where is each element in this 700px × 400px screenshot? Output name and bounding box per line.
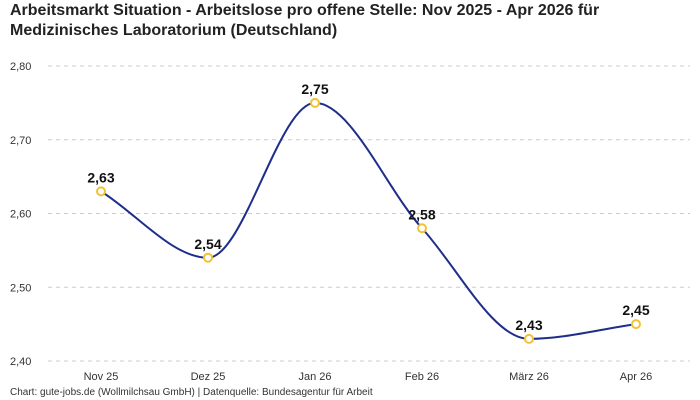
x-tick-label: Feb 26: [405, 371, 439, 383]
y-tick-label: 2,70: [10, 135, 31, 147]
data-point: [203, 252, 213, 263]
x-tick-label: Jan 26: [298, 371, 331, 383]
y-tick-label: 2,40: [10, 356, 31, 368]
chart-title: Arbeitsmarkt Situation - Arbeitslose pro…: [10, 2, 600, 39]
x-tick-label: Dez 25: [191, 371, 226, 383]
data-label: 2,54: [194, 236, 221, 252]
data-label: 2,43: [515, 317, 542, 333]
series-line: [100, 101, 637, 340]
y-tick-label: 2,50: [10, 282, 31, 294]
y-tick-label: 2,60: [10, 209, 31, 221]
data-point: [310, 97, 320, 108]
data-point: [524, 333, 534, 344]
data-point: [96, 186, 106, 197]
x-tick-label: Apr 26: [620, 371, 652, 383]
data-label: 2,63: [87, 169, 114, 185]
y-axis-tick-labels: 2,40 2,50 2,60 2,70 2,80: [10, 61, 31, 368]
y-tick-label: 2,80: [10, 61, 31, 73]
x-axis-tick-labels: Nov 25 Dez 25 Jan 26 Feb 26 März 26 Apr 26: [84, 371, 653, 383]
series-line-group: [100, 101, 637, 340]
data-point: [631, 319, 641, 330]
data-label: 2,45: [622, 302, 649, 318]
data-labels: 2,63 2,54 2,75 2,58 2,43 2,45: [87, 81, 649, 333]
x-tick-label: März 26: [509, 371, 549, 383]
data-markers: [96, 97, 641, 344]
source-note: Chart: gute-jobs.de (Wollmilchsau GmbH) …: [10, 387, 373, 398]
data-label: 2,75: [301, 81, 328, 97]
x-tick-label: Nov 25: [84, 371, 119, 383]
data-label: 2,58: [408, 206, 435, 222]
grid-lines: [48, 65, 690, 362]
data-point: [417, 223, 427, 234]
